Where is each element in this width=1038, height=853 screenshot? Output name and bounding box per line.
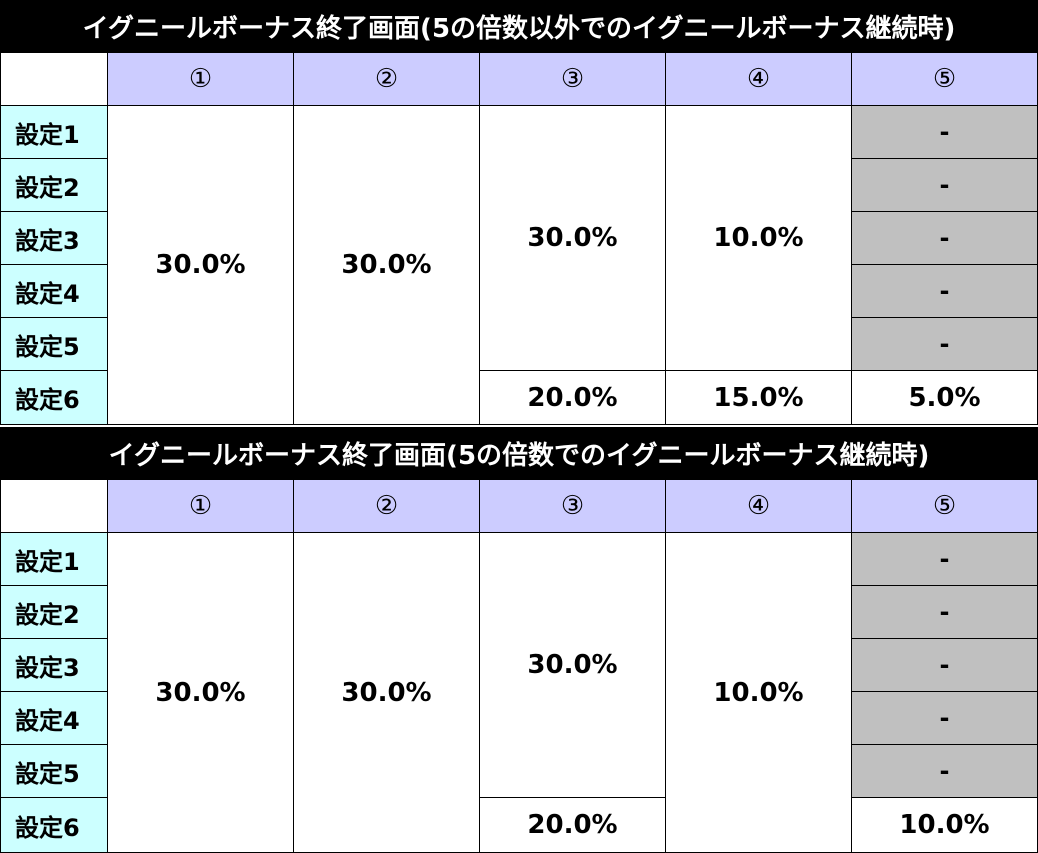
column-header-4: ④ xyxy=(666,480,852,533)
setting-label-3: 設定3 xyxy=(0,639,108,692)
value-col1: 30.0% xyxy=(108,106,294,425)
value-col5-s6: 10.0% xyxy=(852,798,1038,853)
setting-label-3: 設定3 xyxy=(0,212,108,265)
column-header-5: ⑤ xyxy=(852,53,1038,106)
value-col5-s5: - xyxy=(852,318,1038,371)
value-col2: 30.0% xyxy=(294,533,480,853)
value-col3-s6: 20.0% xyxy=(480,798,666,853)
column-header-4: ④ xyxy=(666,53,852,106)
column-header-3: ③ xyxy=(480,480,666,533)
table-2-title: イグニールボーナス終了画面(5の倍数でのイグニールボーナス継続時) xyxy=(0,427,1038,480)
setting-label-1: 設定1 xyxy=(0,533,108,586)
value-col4-s6: 15.0% xyxy=(666,371,852,425)
column-header-2: ② xyxy=(294,480,480,533)
value-col3-s1-5: 30.0% xyxy=(480,106,666,371)
value-col4-s1-5: 10.0% xyxy=(666,106,852,371)
column-header-3: ③ xyxy=(480,53,666,106)
value-col1: 30.0% xyxy=(108,533,294,853)
table-1: イグニールボーナス終了画面(5の倍数以外でのイグニールボーナス継続時) ① ② … xyxy=(0,0,1038,426)
header-corner xyxy=(0,480,108,533)
value-col2: 30.0% xyxy=(294,106,480,425)
setting-label-4: 設定4 xyxy=(0,692,108,745)
setting-label-4: 設定4 xyxy=(0,265,108,318)
value-col5-s3: - xyxy=(852,212,1038,265)
setting-label-2: 設定2 xyxy=(0,586,108,639)
value-col5-s4: - xyxy=(852,692,1038,745)
value-col5-s4: - xyxy=(852,265,1038,318)
setting-label-2: 設定2 xyxy=(0,159,108,212)
setting-label-5: 設定5 xyxy=(0,318,108,371)
column-header-1: ① xyxy=(108,53,294,106)
value-col3-s6: 20.0% xyxy=(480,371,666,425)
column-header-1: ① xyxy=(108,480,294,533)
value-col5-s3: - xyxy=(852,639,1038,692)
value-col5-s2: - xyxy=(852,159,1038,212)
setting-label-1: 設定1 xyxy=(0,106,108,159)
column-header-5: ⑤ xyxy=(852,480,1038,533)
value-col5-s2: - xyxy=(852,586,1038,639)
setting-label-6: 設定6 xyxy=(0,798,108,853)
value-col5-s5: - xyxy=(852,745,1038,798)
column-header-2: ② xyxy=(294,53,480,106)
table-1-title: イグニールボーナス終了画面(5の倍数以外でのイグニールボーナス継続時) xyxy=(0,0,1038,53)
value-col5-s6: 5.0% xyxy=(852,371,1038,425)
setting-label-5: 設定5 xyxy=(0,745,108,798)
value-col4: 10.0% xyxy=(666,533,852,853)
header-corner xyxy=(0,53,108,106)
setting-label-6: 設定6 xyxy=(0,371,108,425)
value-col5-s1: - xyxy=(852,533,1038,586)
value-col5-s1: - xyxy=(852,106,1038,159)
value-col3-s1-5: 30.0% xyxy=(480,533,666,798)
table-2: イグニールボーナス終了画面(5の倍数でのイグニールボーナス継続時) ① ② ③ … xyxy=(0,427,1038,853)
